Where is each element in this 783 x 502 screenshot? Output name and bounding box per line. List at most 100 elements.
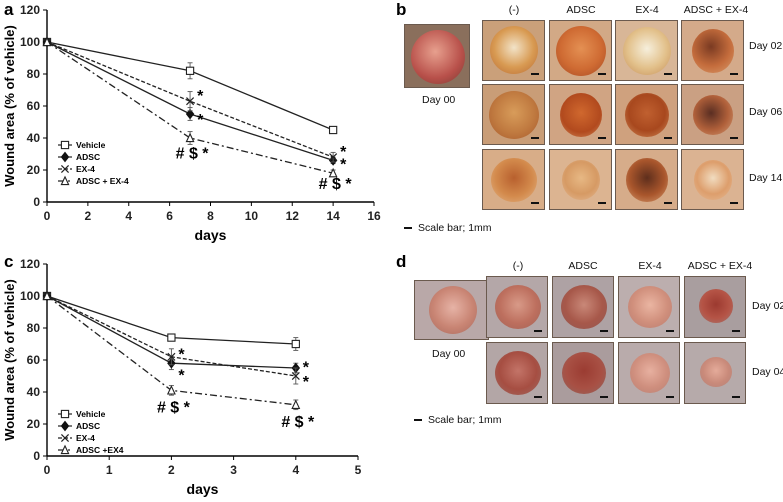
significance-annotation: # $ * xyxy=(319,176,353,193)
photo-b-r2c2 xyxy=(549,84,612,145)
x-tick-label: 6 xyxy=(166,209,173,223)
y-axis-label: Wound area (% of vehicle) xyxy=(2,279,17,441)
legend-label: Vehicle xyxy=(76,140,106,150)
data-point xyxy=(185,108,195,120)
d-col-head-0: (-) xyxy=(512,260,524,272)
legend-label: ADSC xyxy=(76,421,100,431)
legend-label: ADSC +EX4 xyxy=(76,445,124,455)
series-0 xyxy=(42,291,300,351)
y-tick-label: 20 xyxy=(27,417,41,431)
y-tick-label: 60 xyxy=(27,353,41,367)
y-tick-label: 100 xyxy=(20,289,40,303)
y-tick-label: 60 xyxy=(27,99,41,113)
data-point xyxy=(185,66,195,75)
legend: Vehicle ADSC EX-4 ADSC +EX4 xyxy=(58,409,124,455)
data-point xyxy=(328,125,338,135)
legend-marker xyxy=(60,420,70,432)
scale-bar-sample xyxy=(414,419,422,422)
panel-letter-c: c xyxy=(4,252,14,271)
photo-b-r1c3 xyxy=(615,20,678,81)
x-tick-label: 8 xyxy=(207,209,214,223)
y-tick-label: 40 xyxy=(27,385,41,399)
x-tick-label: 0 xyxy=(44,463,51,477)
significance-annotation: # $ * xyxy=(157,399,191,416)
x-tick-label: 2 xyxy=(85,209,92,223)
data-point xyxy=(167,352,176,361)
photo-b-r2c3 xyxy=(615,84,678,145)
significance-annotation: * xyxy=(303,374,310,391)
significance-annotation: * xyxy=(303,359,310,376)
chart-a-wound-area: 0 20 40 60 80 100 120 0 2 4 6 8 10 12 14 16 days Wound ar… xyxy=(2,3,381,243)
significance-annotation: * xyxy=(178,367,185,384)
b-row-label-2: Day 14 xyxy=(749,172,783,184)
panel-letter-d: d xyxy=(396,252,407,271)
data-point xyxy=(185,132,195,143)
legend-marker xyxy=(60,433,70,443)
data-point xyxy=(166,385,176,395)
x-tick-label: 3 xyxy=(230,463,237,477)
legend-marker xyxy=(60,444,70,455)
d-col-head-3: ADSC + EX-4 xyxy=(687,260,753,272)
chart-c-wound-area: 0 20 40 60 80 100 120 0 1 2 3 4 5 days Wound area (% o… xyxy=(2,257,362,497)
x-tick-label: 14 xyxy=(326,209,340,223)
x-tick-label: 12 xyxy=(286,209,300,223)
legend-marker xyxy=(60,409,70,419)
legend-label: ADSC xyxy=(76,152,100,162)
data-point xyxy=(329,153,338,162)
x-tick-label: 1 xyxy=(106,463,113,477)
b-row-label-0: Day 02 xyxy=(749,40,783,52)
y-tick-label: 120 xyxy=(20,3,40,17)
photo-b-r3c3 xyxy=(615,149,678,210)
legend-marker xyxy=(60,164,70,174)
photo-b-r2c4 xyxy=(681,84,744,145)
x-tick-label: 10 xyxy=(245,209,259,223)
b-day00-label: Day 00 xyxy=(422,94,456,106)
b-scale-note: Scale bar; 1mm xyxy=(404,222,492,234)
series-line xyxy=(46,41,334,158)
data-point xyxy=(291,371,300,381)
data-point xyxy=(291,399,301,409)
b-col-head-2: EX-4 xyxy=(635,4,659,16)
y-tick-label: 0 xyxy=(33,449,40,463)
series-line xyxy=(46,41,334,174)
photo-b-r3c1 xyxy=(482,149,545,210)
legend-marker xyxy=(60,175,70,186)
photo-b-r2c1 xyxy=(482,84,545,145)
data-point xyxy=(328,167,338,178)
data-point xyxy=(167,333,176,342)
significance-annotation: * xyxy=(178,347,185,364)
significance-annotation: # $ * xyxy=(281,414,315,431)
x-tick-label: 0 xyxy=(44,209,51,223)
scale-bar-sample xyxy=(404,227,412,230)
x-tick-label: 2 xyxy=(168,463,175,477)
data-point xyxy=(291,339,300,349)
legend-label: Vehicle xyxy=(76,409,106,419)
y-tick-label: 0 xyxy=(33,195,40,209)
significance-annotation: # $ * xyxy=(176,145,210,162)
legend-label: EX-4 xyxy=(76,433,95,443)
d-row-label-0: Day 02 xyxy=(752,300,783,312)
legend: Vehicle ADSC EX-4 ADSC + EX-4 xyxy=(58,140,129,186)
photo-b-day00 xyxy=(404,24,470,88)
photo-d-r2c2 xyxy=(552,342,614,404)
significance-annotation: * xyxy=(340,144,347,161)
d-row-label-1: Day 04 xyxy=(752,366,783,378)
photo-b-r1c1 xyxy=(482,20,545,81)
photo-d-r1c4 xyxy=(684,276,746,338)
b-scale-note-text: Scale bar; 1mm xyxy=(418,222,492,234)
photo-d-r2c1 xyxy=(486,342,548,404)
legend-label: ADSC + EX-4 xyxy=(76,176,129,186)
photo-d-day00 xyxy=(414,280,489,340)
panel-letter-a: a xyxy=(4,0,14,19)
x-axis-label: days xyxy=(187,481,219,497)
photo-b-r3c2 xyxy=(549,149,612,210)
significance-annotation: * xyxy=(340,157,347,174)
series-3 xyxy=(42,36,338,178)
y-tick-label: 20 xyxy=(27,163,41,177)
y-tick-label: 100 xyxy=(20,35,40,49)
x-axis-label: days xyxy=(195,227,227,243)
photo-b-r1c2 xyxy=(549,20,612,81)
b-row-label-1: Day 06 xyxy=(749,106,783,118)
d-scale-note: Scale bar; 1mm xyxy=(414,414,502,426)
b-col-head-1: ADSC xyxy=(566,4,596,16)
